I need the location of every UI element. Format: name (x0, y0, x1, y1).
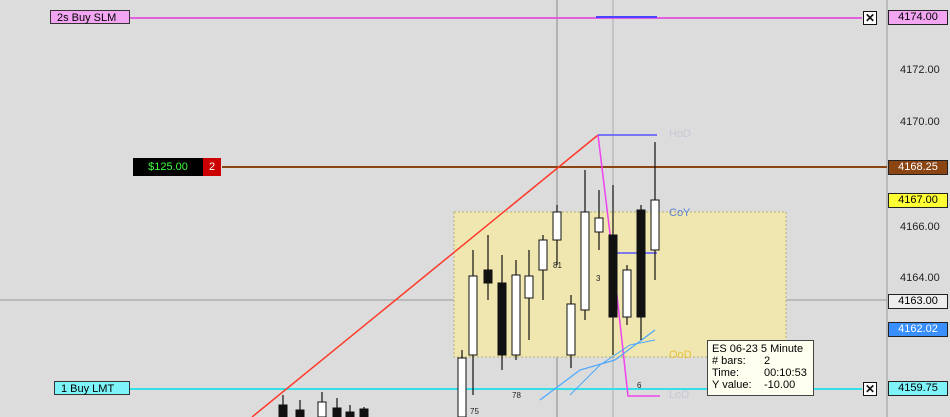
chart-tooltip: ES 06-23 5 Minute # bars: 2 Time: 00:10:53… (707, 340, 814, 396)
close-order-icon-bottom[interactable]: ✕ (863, 382, 877, 396)
price-box-lmt[interactable]: 4159.75 (888, 381, 948, 396)
candle-body (359, 408, 369, 417)
candle-body (594, 217, 604, 233)
pnl-amount: $125.00 (133, 158, 203, 176)
hod-label: HoD (669, 128, 692, 140)
moving-average-2 (569, 339, 656, 396)
tooltip-time-key: Time: (712, 367, 740, 379)
trend-line[interactable] (251, 134, 599, 417)
candle-body (580, 211, 590, 311)
bar-number: 3 (596, 274, 601, 283)
candle-body (483, 269, 493, 284)
tooltip-bars-value: 2 (764, 355, 771, 367)
range-zone[interactable] (453, 211, 787, 358)
candle-body (538, 239, 548, 271)
candle-body (552, 211, 562, 241)
price-box-slm[interactable]: 4174.00 (888, 10, 948, 25)
price-tick: 4166.00 (900, 221, 940, 233)
buy-lmt-tag[interactable]: 1 Buy LMT (54, 381, 130, 395)
candle-body (650, 199, 660, 251)
lod-label: LoD (669, 389, 690, 401)
tooltip-y-value: -10.00 (764, 379, 796, 391)
bar-number: 81 (553, 261, 562, 270)
tooltip-y-key: Y value: (712, 379, 752, 391)
price-box-last: 4163.00 (888, 294, 948, 309)
candle-body (278, 404, 288, 417)
buy-slm-tag[interactable]: 2s Buy SLM (50, 10, 130, 24)
close-order-icon[interactable]: ✕ (863, 11, 877, 25)
candle-body (332, 407, 342, 417)
price-box-position[interactable]: 4168.25 (888, 160, 948, 175)
price-tick: 4172.00 (900, 64, 940, 76)
candle-body (511, 274, 521, 356)
position-qty: 2 (203, 158, 221, 176)
candle-body (497, 282, 507, 356)
moving-average (539, 329, 656, 401)
tooltip-bars-key: # bars: (712, 355, 746, 367)
bar-number: 75 (470, 407, 479, 416)
candle-body (608, 234, 618, 318)
candle-body (295, 409, 305, 417)
tooltip-title: ES 06-23 5 Minute (712, 343, 804, 355)
price-tick: 4164.00 (900, 272, 940, 284)
candle-body (317, 401, 327, 417)
candle-body (566, 303, 576, 356)
bar-number: 6 (637, 381, 642, 390)
candle-body (524, 275, 534, 299)
tooltip-time-value: 00:10:53 (764, 367, 807, 379)
candle-body (636, 209, 646, 318)
bar-number: 78 (512, 391, 521, 400)
price-tick: 4170.00 (900, 116, 940, 128)
coy-label: CoY (669, 207, 691, 219)
candle-body (457, 357, 467, 417)
position-pnl[interactable]: $125.00 2 (133, 158, 221, 176)
price-box-blue: 4162.02 (888, 322, 948, 337)
ood-label: OoD (669, 349, 692, 361)
magenta-line[interactable] (597, 134, 660, 397)
candlesticks[interactable] (278, 142, 660, 417)
price-box-hod: 4167.00 (888, 193, 948, 208)
candle-body (622, 269, 632, 318)
candle-body (468, 275, 478, 356)
candle-body (345, 411, 355, 417)
